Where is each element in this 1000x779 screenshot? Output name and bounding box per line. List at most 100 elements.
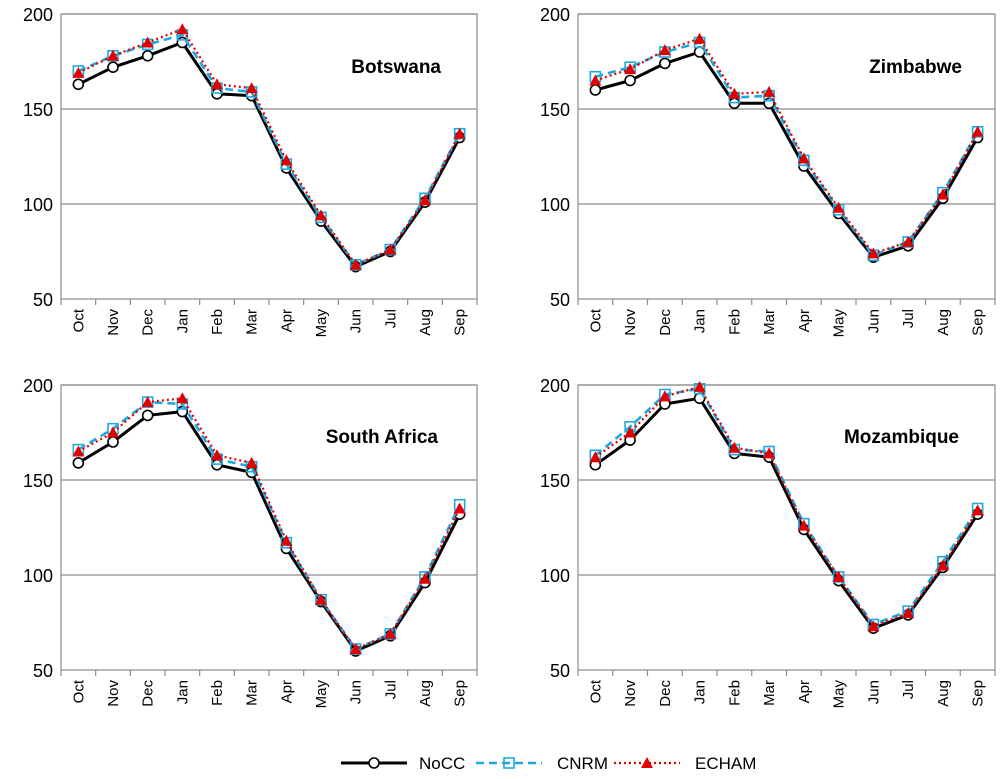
x-tick-label-jan: Jan (174, 309, 191, 333)
y-tick-label: 100 (23, 566, 53, 586)
point-echam-may (832, 201, 845, 213)
legend-label-nocc: NoCC (419, 754, 465, 773)
point-echam-mar (763, 85, 776, 97)
x-tick-label-oct: Oct (70, 679, 87, 703)
panel-title: Botswana (351, 57, 441, 78)
point-echam-jun (867, 247, 880, 259)
point-echam-dec (658, 44, 671, 56)
point-echam-apr (797, 152, 810, 164)
x-tick-label-aug: Aug (417, 680, 434, 707)
point-nocc-nov (624, 74, 636, 87)
x-tick-label-sep: Sep (452, 309, 469, 336)
x-tick-label-dec: Dec (140, 309, 157, 336)
x-tick-label-may: May (831, 680, 848, 709)
panel-south-africa: 50 100 150 200 Oct Nov Dec Jan Feb Mar Apr May Jun Ju… (23, 376, 478, 709)
x-tick-label-nov: Nov (105, 309, 122, 336)
point-echam-jun (867, 620, 880, 632)
x-tick-label-feb: Feb (209, 309, 226, 335)
x-tick-label-apr: Apr (796, 680, 813, 703)
series-echam (72, 392, 466, 655)
series-line-cnrm (594, 387, 979, 626)
legend-marker-nocc (368, 757, 380, 769)
point-nocc-dec (141, 409, 154, 422)
x-tick-label-mar: Mar (244, 680, 261, 706)
point-echam-aug (419, 572, 431, 584)
point-echam-aug (936, 188, 949, 200)
x-tick-label-mar: Mar (244, 309, 261, 335)
point-echam-jun (349, 258, 362, 270)
legend-label-cnrm: CNRM (557, 754, 608, 773)
y-tick-label: 50 (550, 290, 570, 310)
y-tick-label: 200 (23, 5, 53, 25)
point-echam-aug (936, 559, 949, 571)
x-tick-label-jan: Jan (174, 680, 191, 704)
panel-title: Mozambique (844, 427, 959, 448)
point-echam-jul (384, 627, 397, 639)
point-nocc-nov (107, 436, 119, 448)
point-echam-mar (763, 447, 776, 459)
x-tick-label-jul: Jul (382, 680, 399, 699)
point-nocc-jan (693, 46, 706, 58)
x-tick-label-nov: Nov (622, 680, 639, 707)
panel-zimbabwe: 50 100 150 200 Oct Nov Dec Jan Feb Mar Apr May Jun Ju… (540, 5, 996, 338)
point-echam-oct (72, 445, 85, 457)
x-tick-label-dec: Dec (657, 680, 674, 707)
point-nocc-nov (107, 61, 119, 73)
point-echam-nov (624, 63, 637, 75)
point-echam-feb (211, 78, 223, 90)
legend-item-nocc: NoCC (341, 754, 465, 773)
x-tick-label-oct: Oct (587, 679, 604, 703)
legend-item-echam: ECHAM (614, 754, 756, 773)
point-echam-jan (176, 392, 189, 404)
x-tick-label-jun: Jun (348, 309, 365, 333)
point-echam-aug (419, 194, 431, 206)
x-tick-label-may: May (831, 309, 848, 338)
chart-panels: 50 100 150 200 Oct Nov Dec Jan Feb Mar Apr May Jun Ju… (23, 5, 996, 709)
x-tick-label-jan: Jan (692, 309, 709, 333)
point-echam-apr (280, 154, 293, 166)
x-tick-label-dec: Dec (140, 680, 157, 707)
x-tick-label-aug: Aug (935, 680, 952, 707)
point-echam-dec (658, 390, 671, 402)
point-echam-jul (902, 236, 915, 247)
point-echam-jan (693, 380, 706, 392)
legend-label-echam: ECHAM (695, 754, 756, 773)
point-nocc-oct (72, 78, 85, 91)
x-tick-label-sep: Sep (970, 309, 987, 336)
x-tick-label-sep: Sep (970, 680, 987, 707)
legend-marker-echam (641, 757, 653, 768)
point-echam-apr (280, 534, 293, 546)
point-nocc-dec (659, 57, 671, 70)
series-line-echam (594, 385, 979, 628)
series-nocc (589, 46, 984, 264)
x-tick-label-feb: Feb (726, 680, 743, 706)
x-tick-label-jul: Jul (900, 309, 917, 328)
x-tick-label-mar: Mar (761, 680, 778, 706)
x-tick-label-may: May (313, 680, 330, 709)
legend-item-cnrm: CNRM (476, 754, 608, 773)
point-echam-may (832, 570, 845, 582)
y-tick-label: 100 (540, 566, 570, 586)
series-line-echam (77, 397, 461, 651)
point-nocc-dec (141, 49, 154, 62)
series-line-nocc (77, 410, 462, 653)
point-nocc-oct (589, 84, 602, 96)
x-tick-label-jun: Jun (865, 309, 882, 333)
point-echam-oct (589, 74, 602, 86)
x-tick-label-feb: Feb (209, 680, 226, 706)
series-line-echam (77, 28, 461, 266)
panel-mozambique: 50 100 150 200 Oct Nov Dec Jan Feb Mar Apr May Jun Ju… (540, 376, 996, 709)
point-echam-mar (245, 82, 258, 94)
series-echam (72, 23, 466, 270)
legend: NoCC CNRM ECHAM (341, 754, 756, 773)
x-tick-label-apr: Apr (278, 680, 295, 703)
series-echam (589, 380, 984, 632)
x-tick-label-jul: Jul (382, 309, 399, 328)
point-echam-sep (453, 127, 466, 139)
series-line-echam (595, 37, 979, 255)
point-echam-jul (902, 607, 915, 618)
y-tick-label: 150 (23, 100, 53, 120)
point-nocc-oct (72, 457, 85, 469)
point-echam-feb (211, 449, 223, 461)
